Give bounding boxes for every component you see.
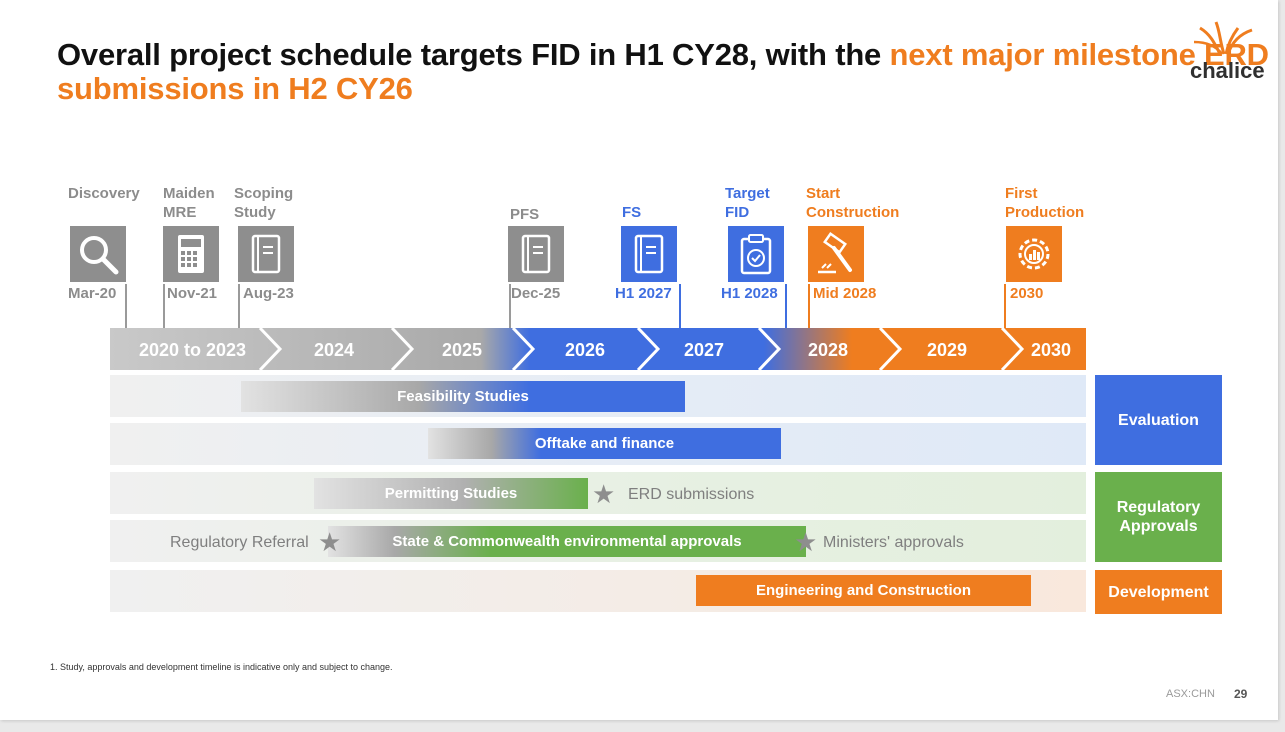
milestone-date-scoping-study: Aug-23 xyxy=(243,285,294,302)
chevron-right-icon xyxy=(390,328,415,370)
pfs-icon-box xyxy=(508,226,564,282)
development-category: Development xyxy=(1095,570,1222,614)
asx-ticker: ASX:CHN xyxy=(1166,688,1215,700)
title-part1: Overall project schedule targets FID in … xyxy=(57,37,890,72)
chevron-right-icon xyxy=(878,328,903,370)
ministers-star-icon: ★ xyxy=(794,527,818,557)
development-label: Development xyxy=(1108,583,1209,601)
milestone-line xyxy=(1004,284,1006,328)
chalice-logo-icon xyxy=(1193,21,1253,55)
milestone-date-pfs: Dec-25 xyxy=(511,285,561,302)
year-label: 2025 xyxy=(441,340,483,360)
milestone-label-target-fid: Target FID xyxy=(725,185,770,221)
milestone-date-maiden-mre: Nov-21 xyxy=(167,285,218,302)
referral-star-icon: ★ xyxy=(318,527,342,557)
regulatory-band xyxy=(110,472,1086,514)
state-commonwealth-approvals-bar: State & Commonwealth environmental appro… xyxy=(328,526,806,557)
hammer-icon xyxy=(818,232,852,274)
regulatory-label: Regulatory Approvals xyxy=(1116,499,1201,535)
year-label: 2026 xyxy=(564,340,606,360)
milestone-line xyxy=(163,284,165,328)
chevron-right-icon xyxy=(511,328,536,370)
milestone-label-discovery: Discovery xyxy=(68,185,140,202)
discovery-icon-box xyxy=(70,226,126,282)
offtake-finance-bar: Offtake and finance xyxy=(428,428,781,459)
year-label: 2020 to 2023 xyxy=(138,340,247,360)
regulatory-category: Regulatory Approvals xyxy=(1095,472,1222,562)
year-label: 2027 xyxy=(683,340,725,360)
gear-chart-icon xyxy=(1018,238,1050,270)
milestone-line xyxy=(125,284,127,328)
chevron-right-icon xyxy=(757,328,782,370)
fs-icon-box xyxy=(621,226,677,282)
milestone-line xyxy=(509,284,511,328)
evaluation-category: Evaluation xyxy=(1095,375,1222,465)
start-construction-icon-box xyxy=(808,226,864,282)
ministers-approvals-note: Ministers' approvals xyxy=(823,534,964,551)
milestone-label-scoping-study: Scoping Study xyxy=(234,185,294,221)
chevron-right-icon xyxy=(1000,328,1025,370)
chevron-right-icon xyxy=(636,328,661,370)
milestone-date-target-fid: H1 2028 xyxy=(721,285,778,302)
calculator-icon xyxy=(178,235,204,273)
milestone-label-maiden-mre: Maiden MRE xyxy=(163,185,215,221)
slide: Overall project schedule targets FID in … xyxy=(0,0,1278,720)
year-label: 2030 xyxy=(1030,340,1072,360)
milestone-label-fs: FS xyxy=(622,204,642,221)
evaluation-label: Evaluation xyxy=(1118,411,1199,429)
scoping-study-icon-box xyxy=(238,226,294,282)
clipboard-check-icon xyxy=(740,234,772,275)
year-label: 2029 xyxy=(926,340,968,360)
erd-submissions-note: ERD submissions xyxy=(628,486,755,503)
feasibility-studies-bar: Feasibility Studies xyxy=(241,381,685,412)
document-icon xyxy=(521,234,551,274)
target-fid-icon-box xyxy=(728,226,784,282)
milestone-label-start-construction: Start Construction xyxy=(806,185,900,221)
regulatory-referral-note: Regulatory Referral xyxy=(170,534,309,551)
page-number: 29 xyxy=(1234,687,1248,701)
year-label: 2024 xyxy=(313,340,355,360)
document-icon xyxy=(634,234,664,274)
engineering-construction-bar: Engineering and Construction xyxy=(696,575,1031,606)
timeline-bar xyxy=(110,328,1086,370)
milestone-date-first-production: 2030 xyxy=(1010,285,1044,302)
permitting-studies-bar: Permitting Studies xyxy=(314,478,588,509)
chevron-right-icon xyxy=(258,328,283,370)
milestone-label-pfs: PFS xyxy=(510,206,540,223)
maiden-mre-icon-box xyxy=(163,226,219,282)
first-production-icon-box xyxy=(1006,226,1062,282)
milestone-date-fs: H1 2027 xyxy=(615,285,672,302)
year-label: 2028 xyxy=(807,340,849,360)
milestone-line xyxy=(785,284,787,328)
document-icon xyxy=(251,234,281,274)
milestone-label-first-production: First Production xyxy=(1005,185,1085,221)
milestone-line xyxy=(238,284,240,328)
milestone-date-start-construction: Mid 2028 xyxy=(813,285,877,302)
milestone-line xyxy=(808,284,810,328)
milestone-date-discovery: Mar-20 xyxy=(68,285,117,302)
magnifier-icon xyxy=(80,236,119,275)
logo-text: chalice xyxy=(1190,58,1265,83)
footnote: 1. Study, approvals and development time… xyxy=(50,662,393,672)
milestone-line xyxy=(679,284,681,328)
erd-star-icon: ★ xyxy=(592,479,616,509)
page-title: Overall project schedule targets FID in … xyxy=(57,38,1278,106)
